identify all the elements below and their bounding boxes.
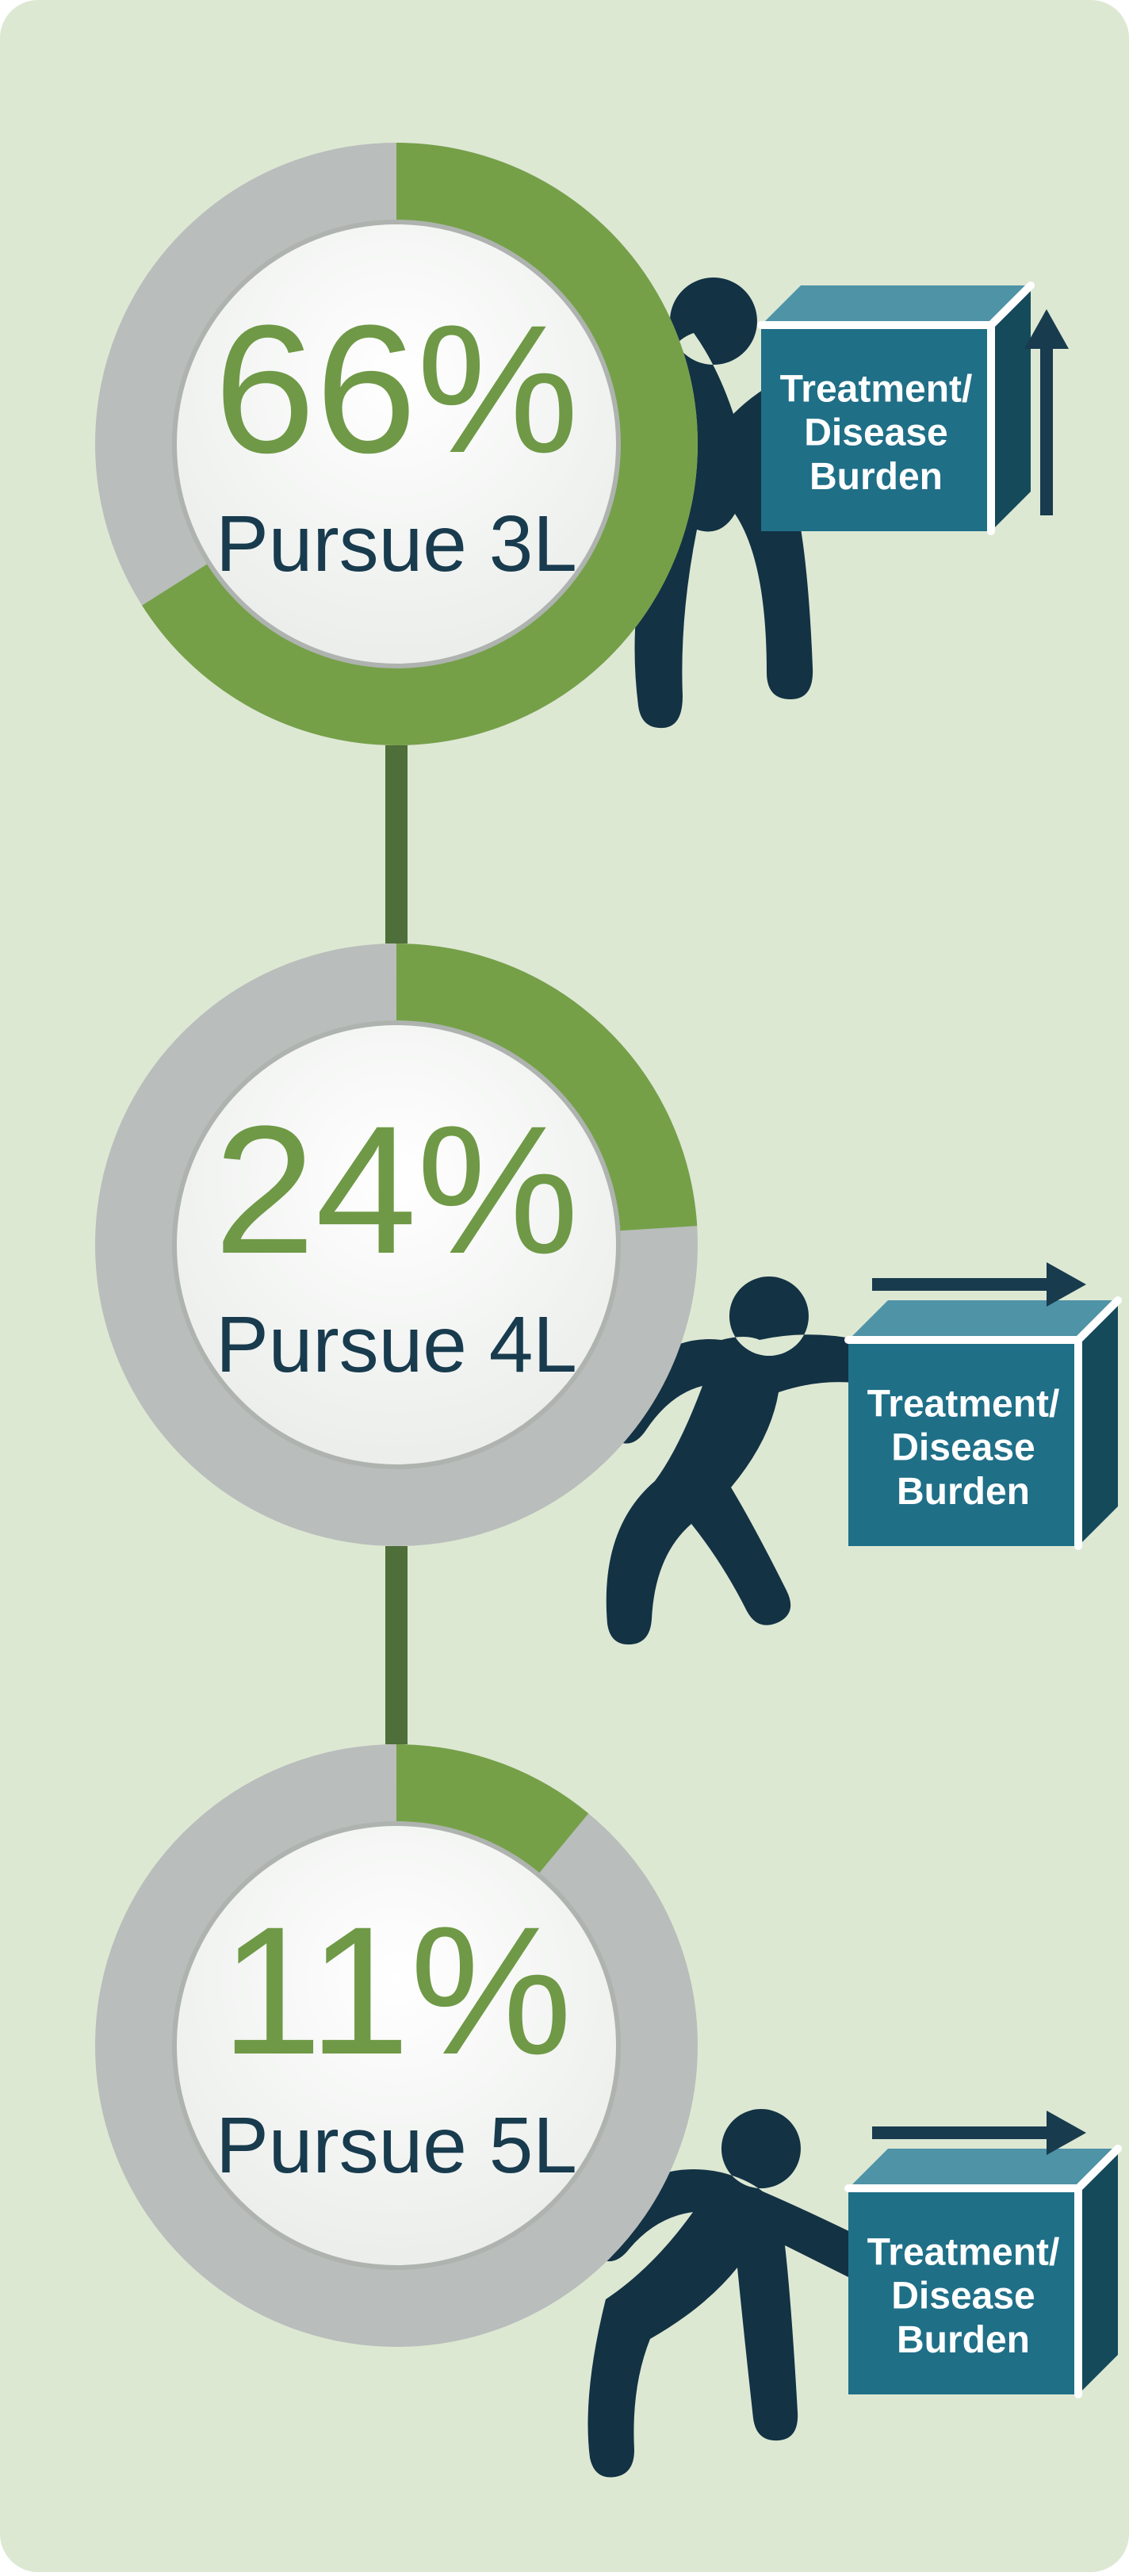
donut-row-4l: 24%Pursue 4L [135,983,658,1506]
infographic-stage: Treatment/DiseaseBurden 66% Pursue 3L Treat… [0,0,1129,2572]
donut-row-3l: 66% Pursue 3L [135,182,658,706]
donut-row-5l: 11% Pursue 5L [135,1784,658,2307]
infographic-svg: Treatment/DiseaseBurden 66% Pursue 3L Treat… [0,0,1129,2572]
box-top [848,1300,1118,1340]
donut-label: Pursue 3L [216,500,577,588]
burden-box: Treatment/DiseaseBurden [761,285,1031,531]
box-top [848,2149,1118,2188]
box-top [761,285,1031,325]
donut-value: 11% [220,1889,572,2092]
burden-box: Treatment/DiseaseBurden [848,2149,1118,2394]
donut-label: Pursue 5L [216,2101,577,2190]
donut-value: 24% [214,1088,579,1292]
burden-box: Treatment/DiseaseBurden [848,1300,1118,1546]
donut-label: Pursue 4L [216,1300,577,1389]
arrow [872,2111,1086,2155]
donut-value: 66% [214,287,579,491]
arrow [872,1262,1086,1307]
arrow [1024,309,1069,515]
